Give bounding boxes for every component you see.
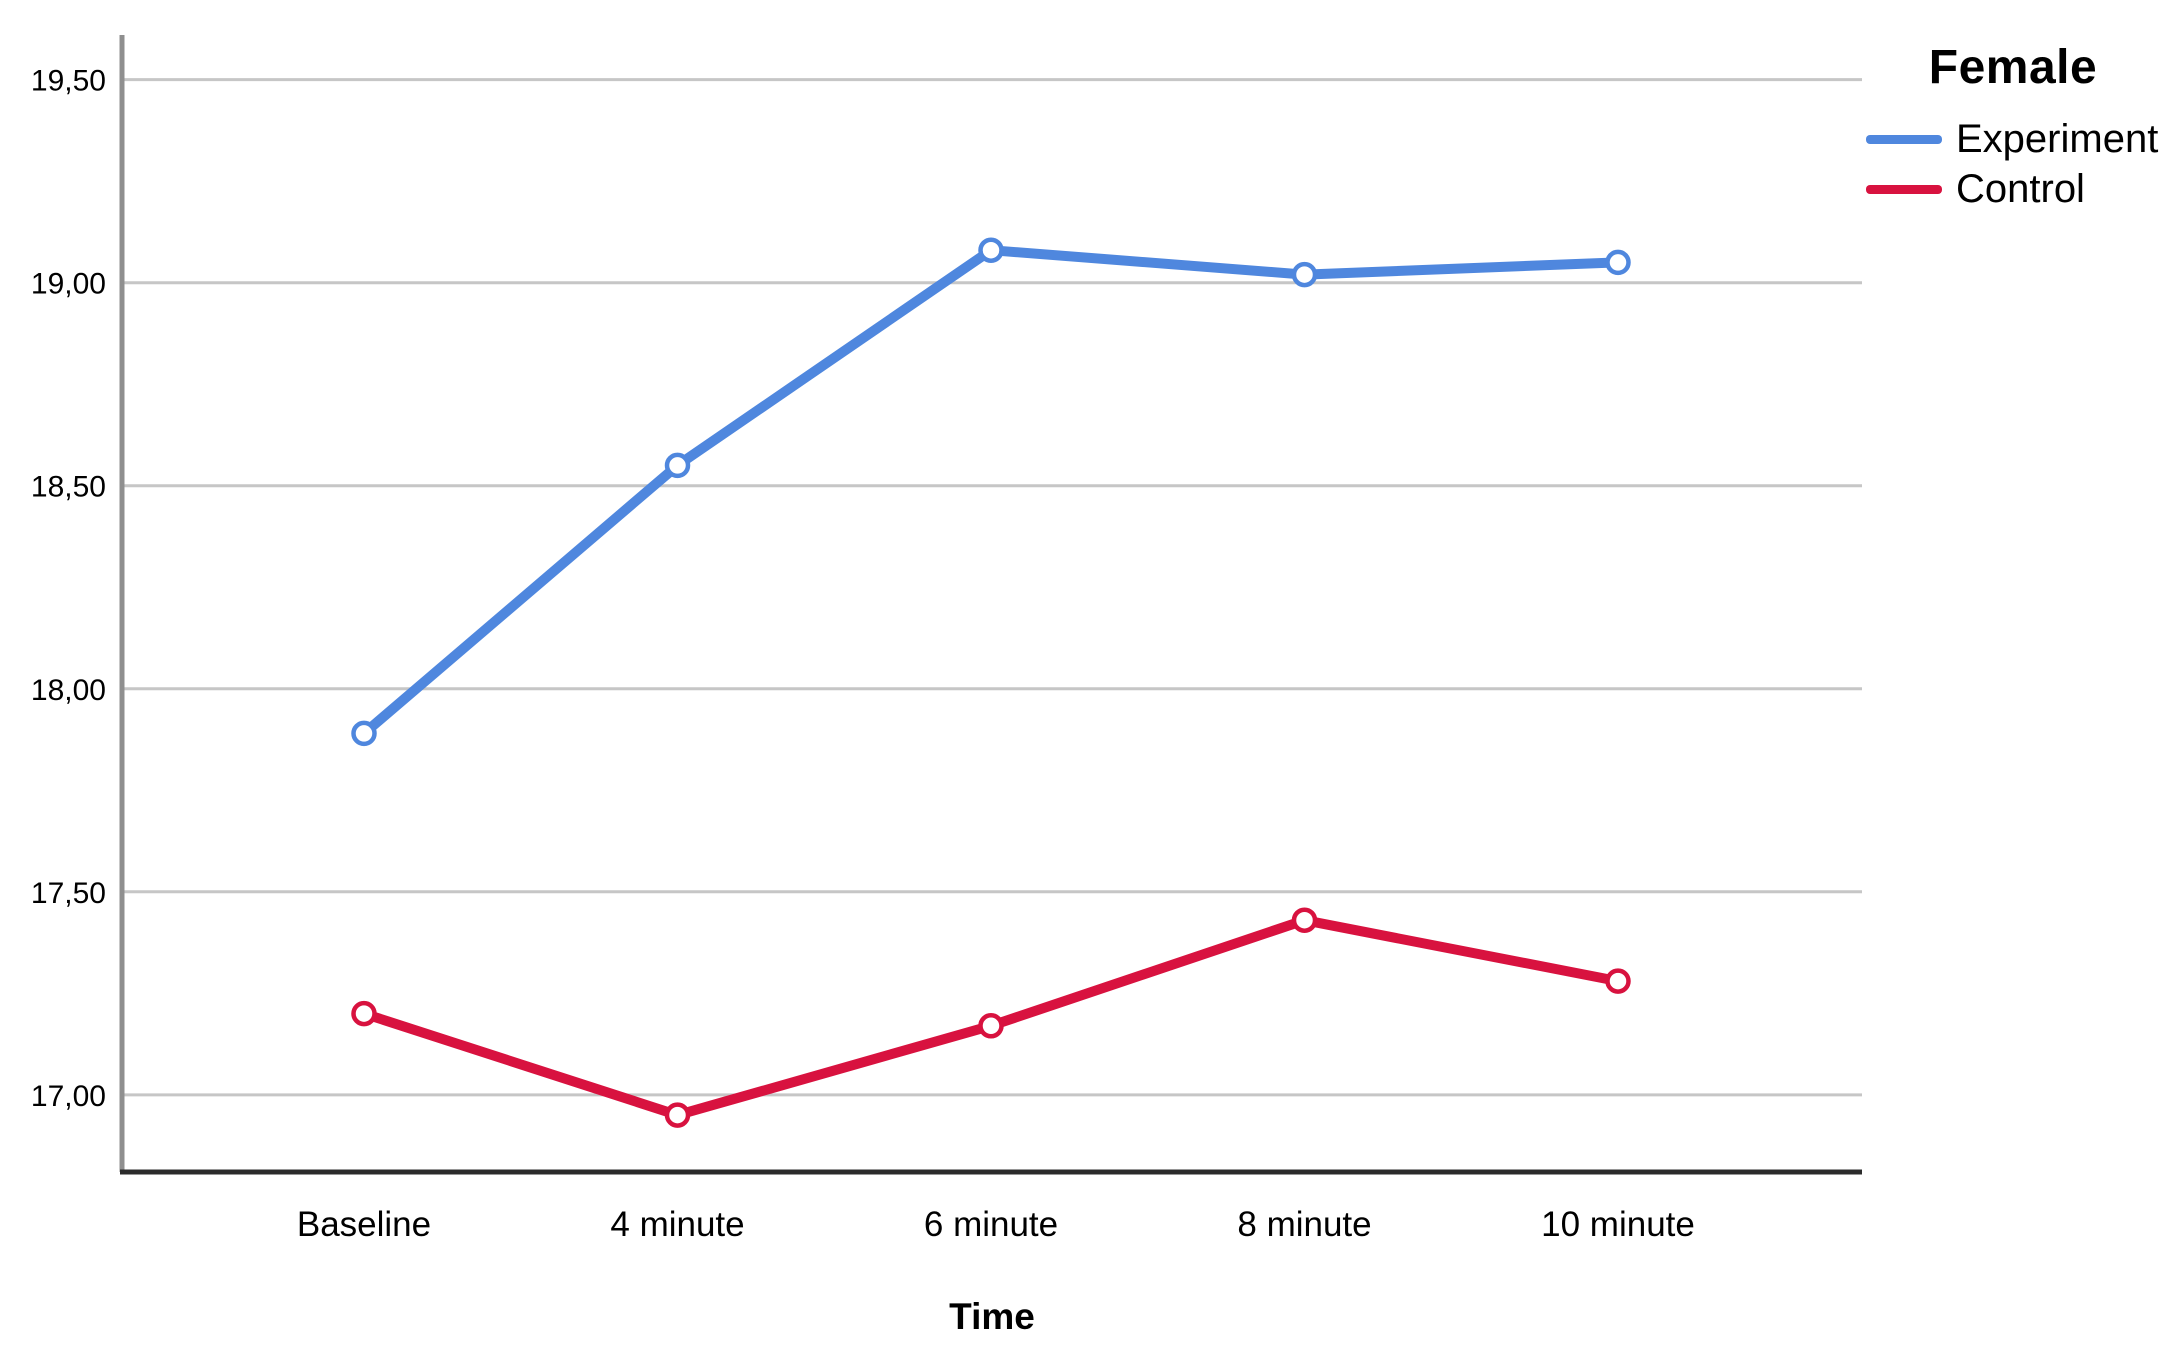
legend-label-experiment: Experiment <box>1956 117 2159 161</box>
legend-swatch-control-icon <box>1866 184 1942 194</box>
data-point-marker <box>351 720 377 747</box>
y-tick-label: 19,00 <box>31 268 106 301</box>
legend-label-control: Control <box>1956 167 2085 211</box>
legend-title: Female <box>1928 41 2098 94</box>
axes <box>119 35 1862 1175</box>
y-tick-label: 17,00 <box>31 1080 106 1113</box>
x-tick-label: 10 minute <box>1541 1205 1695 1244</box>
data-point-marker <box>978 1013 1004 1039</box>
series-line-experiment <box>359 245 1623 739</box>
data-point-marker <box>1605 249 1631 276</box>
data-point-marker <box>978 237 1004 263</box>
data-point-marker <box>1291 261 1318 288</box>
data-point-marker <box>664 452 691 479</box>
x-tick-label: 4 minute <box>610 1205 744 1244</box>
y-tick-label: 18,50 <box>31 471 106 504</box>
data-point-marker <box>351 1000 377 1027</box>
x-tick-labels: Baseline 4 minute 6 minute 8 minute 10 minut… <box>297 1205 1695 1244</box>
legend-swatch-experiment-icon <box>1866 134 1942 144</box>
y-tick-label: 17,50 <box>31 877 106 910</box>
data-point-markers <box>351 237 1631 1128</box>
legend-item-experiment: Experiment <box>1866 114 2178 164</box>
x-axis-title: Time <box>949 1296 1035 1337</box>
data-point-marker <box>1605 968 1631 994</box>
data-point-marker <box>664 1102 691 1128</box>
x-tick-label: 6 minute <box>924 1205 1058 1244</box>
y-tick-label: 19,50 <box>31 65 106 98</box>
legend-item-control: Control <box>1866 164 2178 214</box>
legend: Female Experiment Control <box>1866 40 2178 214</box>
series-lines <box>359 245 1623 1121</box>
y-tick-labels: 19,50 19,00 18,50 18,00 17,50 17,00 <box>31 65 106 1113</box>
data-point-marker <box>1291 907 1318 933</box>
gridlines <box>122 78 1862 1097</box>
x-tick-label: Baseline <box>297 1205 431 1244</box>
x-tick-label: 8 minute <box>1237 1205 1371 1244</box>
legend-items: Experiment Control <box>1866 114 2178 214</box>
y-tick-label: 18,00 <box>31 674 106 707</box>
